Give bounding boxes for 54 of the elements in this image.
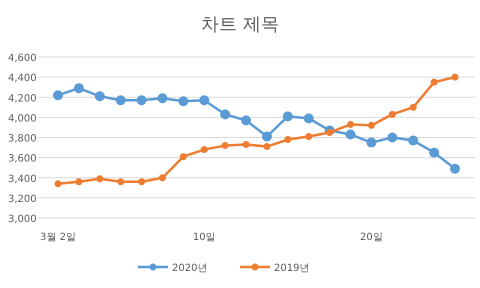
point (136, 95, 147, 106)
y-tick-label: 3,200 (8, 194, 37, 205)
point (75, 178, 82, 186)
legend-label: 2020년 (172, 263, 208, 274)
point (74, 83, 84, 94)
y-tick-label: 4,200 (8, 93, 37, 104)
point (199, 95, 210, 106)
point (178, 96, 188, 106)
point (429, 148, 440, 158)
x-tick-label: 10일 (192, 232, 216, 243)
point (117, 178, 124, 186)
point (408, 136, 418, 146)
y-tick-label: 4,000 (8, 113, 37, 124)
point (222, 142, 229, 150)
y-tick-label: 3,400 (8, 174, 37, 185)
point (346, 129, 356, 140)
point (305, 132, 312, 140)
legend-label: 2019년 (274, 263, 310, 274)
y-tick-label: 4,600 (8, 53, 37, 64)
point (366, 138, 376, 148)
point (347, 120, 354, 128)
point (410, 104, 417, 111)
point (157, 93, 168, 104)
point (200, 146, 208, 154)
point (96, 175, 104, 182)
chart-title: 차트 제목 (201, 14, 279, 35)
point (388, 110, 396, 118)
point (430, 78, 438, 86)
y-tick-label: 3,000 (8, 214, 37, 225)
point (138, 178, 146, 186)
x-tick-label: 3월 2일 (40, 232, 76, 243)
y-tick-label: 3,600 (8, 154, 37, 165)
point (241, 115, 252, 126)
y-tick-label: 3,800 (8, 134, 37, 144)
point (452, 74, 458, 81)
point (450, 164, 460, 174)
point (387, 132, 398, 142)
point (304, 113, 314, 124)
point (282, 111, 293, 122)
point (54, 180, 62, 188)
point (242, 141, 250, 148)
point (284, 136, 292, 144)
point (263, 143, 270, 150)
point (220, 109, 230, 120)
point (53, 90, 63, 100)
point (116, 95, 126, 106)
y-tick-label: 4,400 (8, 73, 37, 84)
point (180, 153, 187, 160)
point (326, 128, 334, 136)
point (368, 122, 375, 129)
point (94, 91, 105, 102)
point (158, 174, 166, 182)
x-tick-label: 20일 (360, 232, 383, 243)
point (262, 131, 272, 142)
